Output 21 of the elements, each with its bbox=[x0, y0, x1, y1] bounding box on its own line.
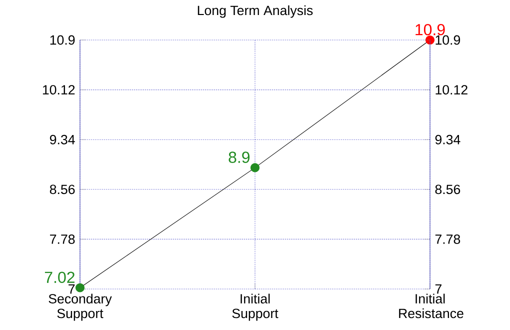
x-tick-label: Initial Support bbox=[232, 294, 278, 321]
point bbox=[75, 283, 85, 292]
y2-tick-label: 7 bbox=[435, 284, 442, 294]
y-tick-label: 10.12 bbox=[42, 85, 75, 95]
data-label: 7.02 bbox=[44, 272, 74, 284]
data-label: 8.9 bbox=[228, 152, 250, 163]
y-tick-label: 8.56 bbox=[50, 184, 75, 194]
y-tick-label: 7 bbox=[68, 284, 75, 294]
point bbox=[250, 163, 260, 172]
x-tick-label: Initial Resistance bbox=[399, 294, 464, 318]
x-tick-label: Secondary Support bbox=[48, 294, 112, 321]
y-tick-label: 7.78 bbox=[50, 234, 75, 244]
y2-tick-label: 10.9 bbox=[436, 35, 460, 45]
y2-tick-label: 9.34 bbox=[435, 134, 460, 144]
data-label: 10.9 bbox=[416, 24, 445, 36]
y-tick-label: 10.9 bbox=[50, 35, 75, 45]
y2-tick-label: 7.78 bbox=[435, 234, 460, 244]
chart-title: Long Term Analysis bbox=[198, 5, 313, 18]
y2-tick-label: 8.56 bbox=[435, 184, 460, 194]
y-tick-label: 9.34 bbox=[50, 134, 75, 144]
y2-tick-label: 10.12 bbox=[436, 85, 468, 95]
